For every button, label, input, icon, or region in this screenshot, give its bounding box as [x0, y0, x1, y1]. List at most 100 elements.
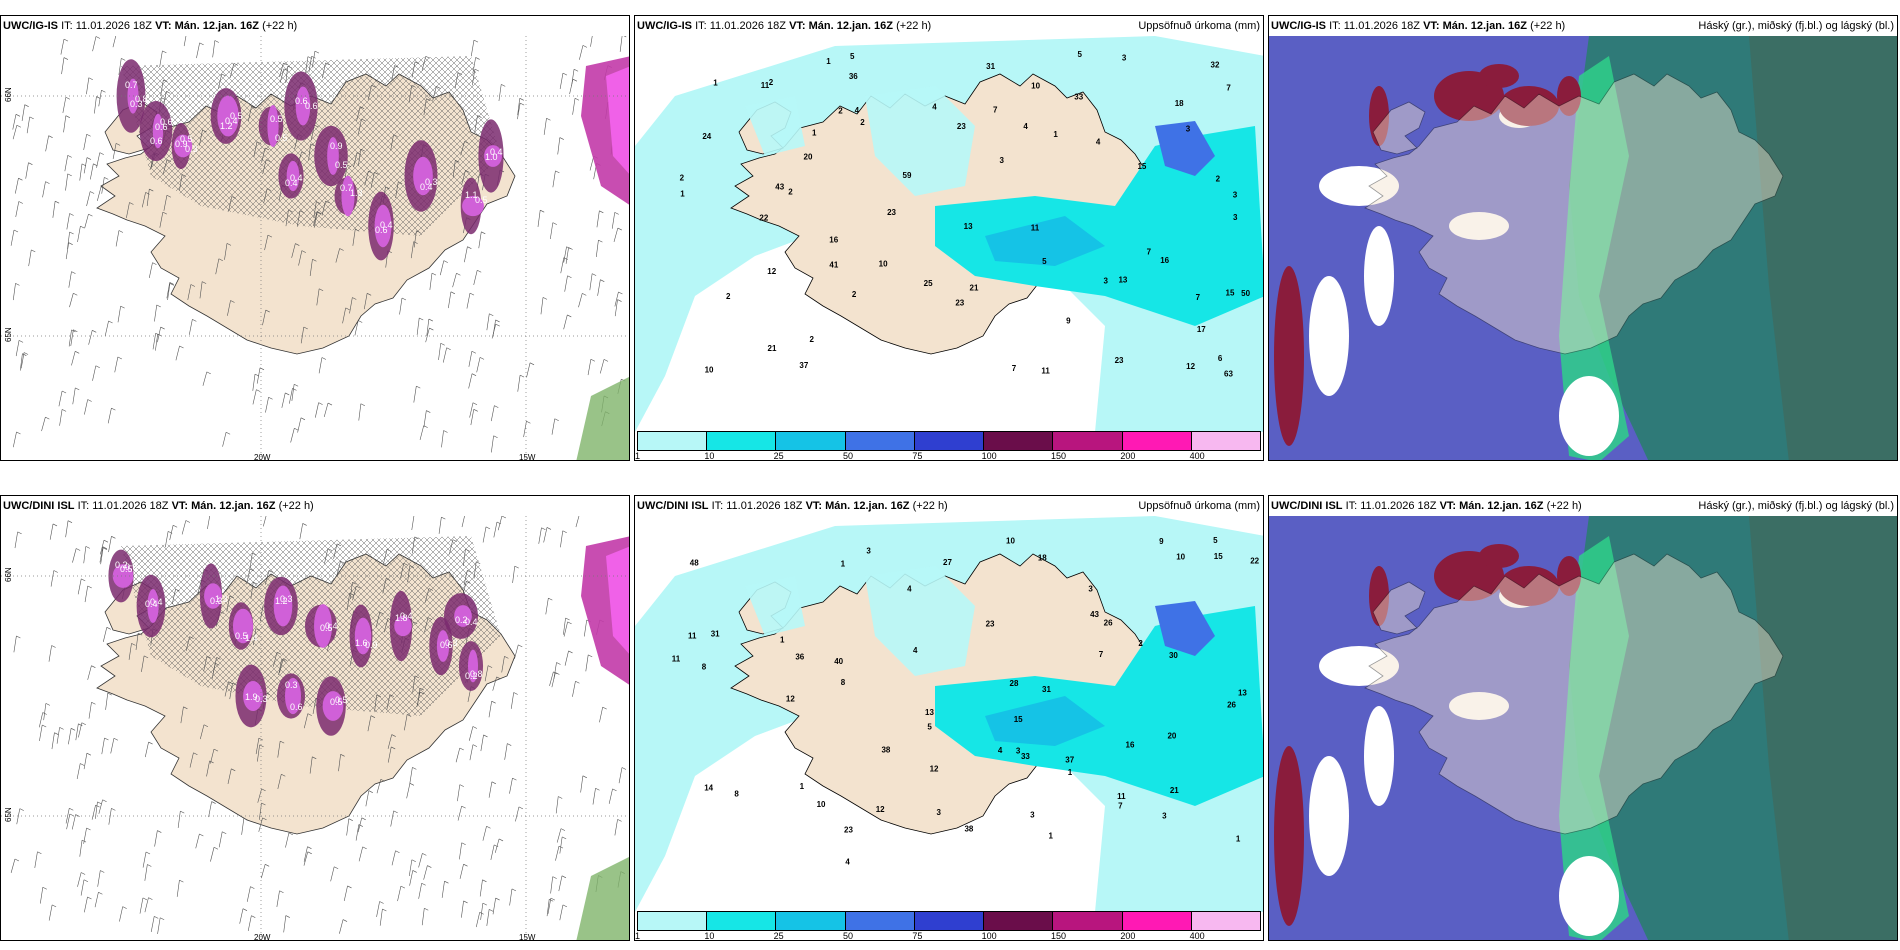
colorbar-tick: 10	[704, 931, 715, 941]
wind-barb	[563, 621, 572, 637]
visibility-core	[173, 134, 193, 158]
precip-value: 1	[1236, 834, 1241, 843]
colorbar-swatch	[707, 432, 777, 450]
wind-barb	[343, 885, 352, 901]
visibility-value: 1.1	[465, 190, 478, 200]
wind-barb	[421, 56, 430, 71]
precip-value: 2	[726, 292, 731, 301]
colorbar-swatch	[984, 432, 1054, 450]
wind-barb	[86, 77, 93, 95]
wind-barb	[452, 273, 461, 288]
wind-barb	[102, 627, 111, 642]
map-layers: 2213231510571820161522131625467211233109…	[635, 36, 1263, 432]
wind-barb	[21, 104, 29, 121]
wind-barb	[84, 399, 92, 415]
visibility-value: 1.3	[350, 188, 363, 198]
visibility-value: 0.5	[275, 133, 288, 143]
wind-barb	[590, 36, 593, 47]
precip-value: 12	[786, 695, 795, 704]
precip-value: 4	[932, 102, 937, 111]
wind-barb	[258, 817, 267, 832]
visibility-value: 0.4	[150, 597, 163, 607]
colorbar-swatch	[638, 912, 708, 930]
wind-barb	[77, 225, 85, 243]
wind-barb	[83, 157, 92, 174]
wind-barb	[154, 830, 162, 847]
wind-barb	[397, 885, 406, 902]
wind-barb	[135, 632, 143, 650]
wind-barb	[13, 635, 21, 653]
precip-value: 7	[1226, 83, 1231, 92]
visibility-value: 0.3	[285, 680, 298, 690]
precip-value: 23	[844, 825, 853, 834]
precip-value: 5	[1213, 536, 1218, 545]
wind-barb	[538, 527, 546, 544]
panel-dini-cloud: UWC/DINI ISL IT: 11.01.2026 18Z VT: Mán.…	[1268, 495, 1898, 941]
precip-value: 10	[1031, 81, 1040, 90]
precip-value: 15	[1214, 552, 1223, 561]
visibility-core	[243, 680, 263, 712]
colorbar-tick: 1	[635, 931, 641, 941]
visibility-core	[374, 204, 392, 248]
wind-barb	[177, 810, 185, 828]
wind-barb	[39, 724, 47, 742]
wind-barb	[279, 62, 288, 78]
visibility-core	[413, 156, 433, 196]
wind-barb	[413, 385, 421, 403]
wind-barb	[157, 917, 165, 935]
precip-value: 1	[800, 782, 805, 791]
wind-barb	[468, 350, 477, 367]
precip-value: 2	[1216, 175, 1221, 184]
visibility-core	[436, 630, 450, 662]
precip-value: 4	[855, 106, 860, 115]
wind-barb	[491, 323, 500, 339]
precip-value: 31	[1042, 685, 1051, 694]
wind-barb	[464, 246, 472, 263]
wind-barb	[439, 260, 448, 276]
wind-barb	[72, 387, 80, 405]
precip-area-50-75	[1155, 121, 1215, 176]
precip-value: 4	[845, 858, 850, 867]
iceland-landmass	[1364, 73, 1784, 355]
wind-barb	[79, 163, 87, 181]
wind-barb	[34, 851, 42, 868]
map-layers: 0.70.60.31.20.50.60.40.91.30.60.40.51.00…	[1, 36, 629, 460]
visibility-value: 1.6	[355, 638, 368, 648]
visibility-value: 0.6	[150, 136, 163, 146]
visibility-value: 0.5	[120, 564, 133, 574]
precip-value: 4	[1023, 122, 1028, 131]
visibility-value: 0.3	[445, 638, 458, 648]
precip-value: 26	[1104, 619, 1113, 628]
wind-barb	[323, 402, 333, 418]
wind-barb	[553, 662, 561, 679]
wind-barb	[514, 644, 523, 659]
wind-barb	[358, 148, 365, 166]
wind-barb	[65, 242, 73, 260]
visibility-value: 0.3	[185, 144, 198, 154]
wind-barb	[498, 84, 506, 102]
precip-value: 21	[970, 283, 979, 292]
wind-barb	[255, 737, 264, 755]
colorbar-swatch	[914, 912, 985, 930]
wind-barb	[43, 703, 51, 721]
wind-barb	[308, 143, 315, 161]
wind-barb	[546, 899, 554, 917]
wind-barb	[426, 318, 433, 336]
wind-barb	[265, 396, 273, 413]
wind-barb	[597, 279, 605, 296]
precip-value: 10	[1006, 536, 1015, 545]
wind-barb	[488, 781, 497, 798]
wind-barb	[463, 548, 470, 566]
wind-barb	[552, 170, 560, 188]
precip-value: 33	[1021, 752, 1030, 761]
visibility-core	[322, 691, 344, 721]
precip-value: 2	[680, 173, 685, 182]
high-cloud-blob	[1479, 544, 1519, 568]
wind-barb	[324, 548, 333, 564]
lon-label-20w: 20W	[254, 933, 271, 941]
wind-barb	[313, 211, 322, 228]
precip-value: 23	[986, 620, 995, 629]
wind-barb	[305, 56, 313, 74]
wind-barb	[578, 293, 587, 308]
